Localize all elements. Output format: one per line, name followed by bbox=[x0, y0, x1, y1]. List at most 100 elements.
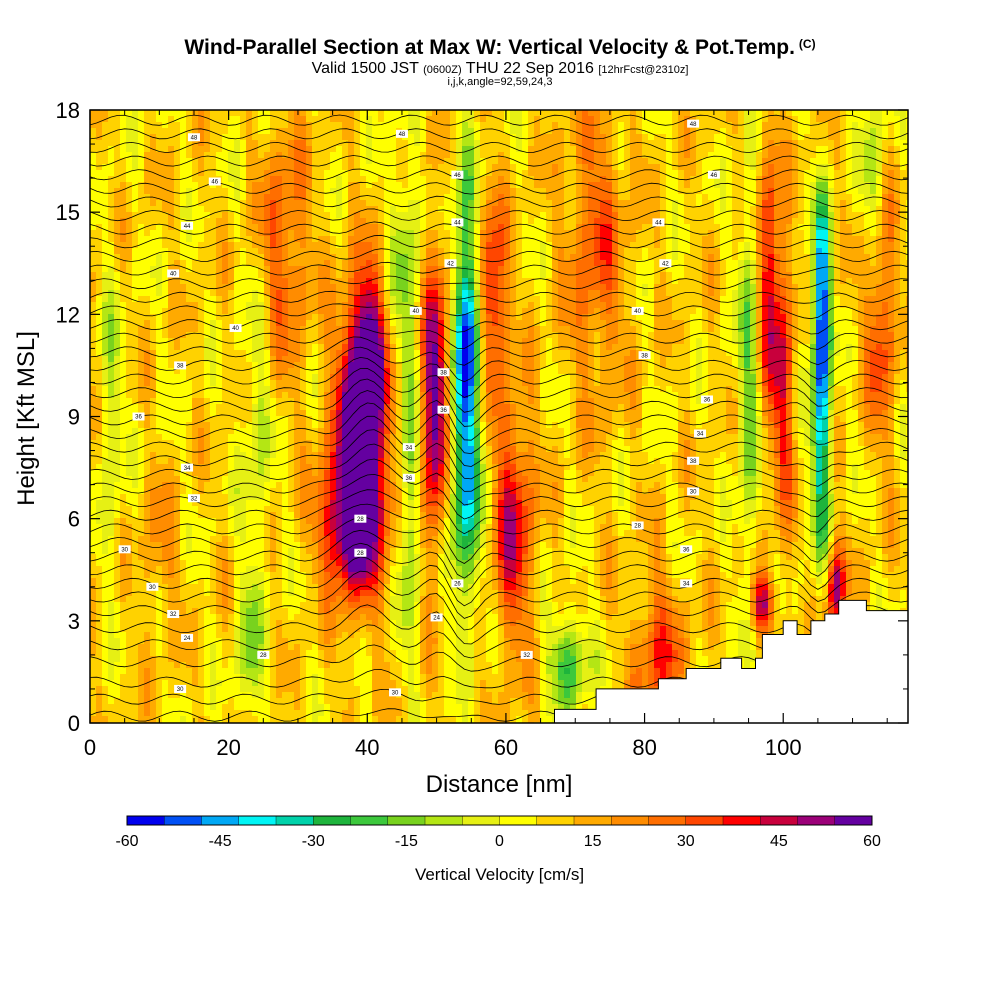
field-cell bbox=[162, 254, 169, 261]
field-cell bbox=[240, 314, 247, 321]
field-cell bbox=[486, 296, 493, 303]
field-cell bbox=[204, 110, 211, 117]
field-cell bbox=[792, 302, 799, 309]
field-cell bbox=[702, 206, 709, 213]
field-cell bbox=[360, 134, 367, 141]
field-cell bbox=[264, 248, 271, 255]
field-cell bbox=[726, 260, 733, 267]
field-cell bbox=[540, 278, 547, 285]
field-cell bbox=[600, 212, 607, 219]
field-cell bbox=[384, 266, 391, 273]
field-cell bbox=[312, 206, 319, 213]
field-cell bbox=[624, 194, 631, 201]
field-cell bbox=[816, 134, 823, 141]
field-cell bbox=[456, 278, 463, 285]
field-cell bbox=[834, 176, 841, 183]
field-cell bbox=[432, 230, 439, 237]
field-cell bbox=[870, 146, 877, 153]
field-cell bbox=[288, 176, 295, 183]
field-cell bbox=[756, 314, 763, 321]
field-cell bbox=[354, 278, 361, 285]
field-cell bbox=[348, 158, 355, 165]
field-cell bbox=[408, 134, 415, 141]
field-cell bbox=[216, 134, 223, 141]
field-cell bbox=[870, 242, 877, 249]
field-cell bbox=[522, 152, 529, 159]
field-cell bbox=[270, 206, 277, 213]
field-cell bbox=[300, 320, 307, 327]
field-cell bbox=[450, 320, 457, 327]
field-cell bbox=[900, 212, 907, 219]
field-cell bbox=[372, 152, 379, 159]
field-cell bbox=[354, 152, 361, 159]
field-cell bbox=[582, 176, 589, 183]
field-cell bbox=[648, 236, 655, 243]
field-cell bbox=[606, 266, 613, 273]
field-cell bbox=[372, 272, 379, 279]
field-cell bbox=[270, 296, 277, 303]
field-cell bbox=[420, 224, 427, 231]
field-cell bbox=[486, 194, 493, 201]
field-cell bbox=[798, 278, 805, 285]
field-cell bbox=[354, 182, 361, 189]
field-cell bbox=[834, 140, 841, 147]
field-cell bbox=[726, 314, 733, 321]
field-cell bbox=[852, 128, 859, 135]
field-cell bbox=[504, 278, 511, 285]
field-cell bbox=[900, 152, 907, 159]
field-cell bbox=[642, 176, 649, 183]
field-cell bbox=[534, 254, 541, 261]
field-cell bbox=[840, 164, 847, 171]
field-cell bbox=[486, 218, 493, 225]
field-cell bbox=[714, 296, 721, 303]
field-cell bbox=[204, 206, 211, 213]
field-cell bbox=[390, 164, 397, 171]
field-cell bbox=[480, 236, 487, 243]
field-cell bbox=[378, 182, 385, 189]
field-cell bbox=[726, 236, 733, 243]
field-cell bbox=[162, 242, 169, 249]
field-cell bbox=[408, 224, 415, 231]
field-cell bbox=[150, 206, 157, 213]
field-cell bbox=[186, 320, 193, 327]
field-cell bbox=[462, 170, 469, 177]
field-cell bbox=[732, 164, 739, 171]
field-cell bbox=[684, 302, 691, 309]
field-cell bbox=[852, 224, 859, 231]
field-cell bbox=[540, 260, 547, 267]
field-cell bbox=[876, 152, 883, 159]
field-cell bbox=[132, 152, 139, 159]
field-cell bbox=[360, 140, 367, 147]
field-cell bbox=[348, 260, 355, 267]
field-cell bbox=[546, 224, 553, 231]
field-cell bbox=[90, 116, 97, 123]
field-cell bbox=[252, 182, 259, 189]
field-cell bbox=[498, 290, 505, 297]
field-cell bbox=[564, 200, 571, 207]
field-cell bbox=[864, 320, 871, 327]
field-cell bbox=[852, 290, 859, 297]
field-cell bbox=[186, 164, 193, 171]
field-cell bbox=[780, 164, 787, 171]
field-cell bbox=[570, 170, 577, 177]
field-cell bbox=[300, 200, 307, 207]
field-cell bbox=[162, 146, 169, 153]
field-cell bbox=[126, 206, 133, 213]
field-cell bbox=[396, 170, 403, 177]
field-cell bbox=[444, 218, 451, 225]
field-cell bbox=[282, 218, 289, 225]
field-cell bbox=[738, 212, 745, 219]
field-cell bbox=[504, 128, 511, 135]
field-cell bbox=[624, 308, 631, 315]
field-cell bbox=[186, 248, 193, 255]
field-cell bbox=[186, 122, 193, 129]
field-cell bbox=[252, 230, 259, 237]
field-cell bbox=[348, 140, 355, 147]
field-cell bbox=[312, 314, 319, 321]
field-cell bbox=[468, 254, 475, 261]
field-cell bbox=[96, 266, 103, 273]
field-cell bbox=[720, 140, 727, 147]
field-cell bbox=[228, 176, 235, 183]
field-cell bbox=[636, 314, 643, 321]
field-cell bbox=[762, 314, 769, 321]
